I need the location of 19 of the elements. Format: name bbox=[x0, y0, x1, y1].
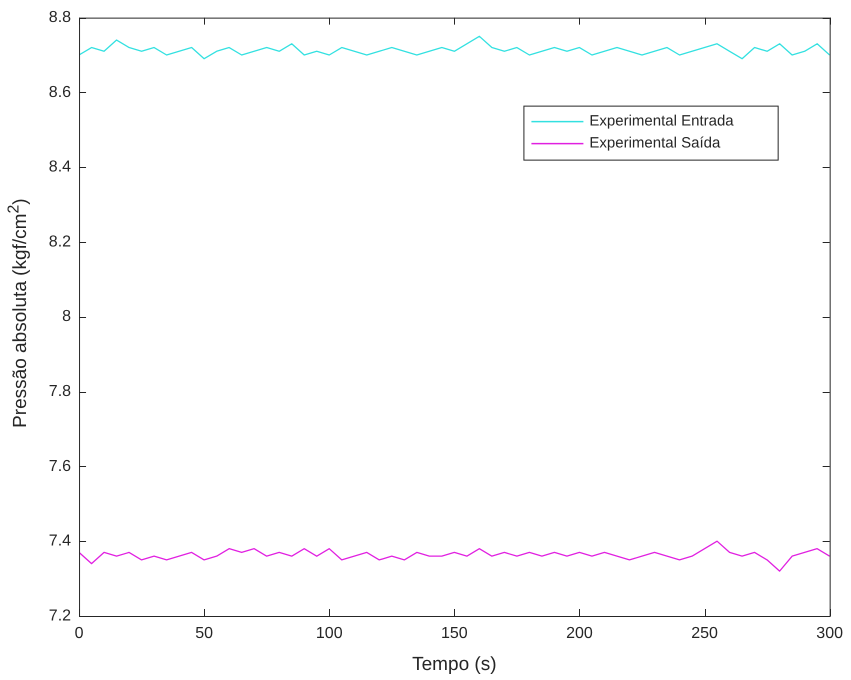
y-tick-label: 8.8 bbox=[48, 9, 72, 26]
x-tick-label: 0 bbox=[74, 625, 84, 642]
legend-label: Experimental Entrada bbox=[589, 112, 734, 130]
y-tick-label: 8.6 bbox=[48, 84, 72, 101]
y-tick-label: 7.4 bbox=[48, 532, 72, 550]
y-tick-label: 7.2 bbox=[48, 607, 72, 624]
x-tick-label: 100 bbox=[316, 625, 343, 642]
legend-label: Experimental Saída bbox=[589, 134, 721, 152]
y-tick-label: 8.2 bbox=[48, 233, 72, 250]
x-tick-label: 150 bbox=[440, 625, 468, 642]
y-tick-label: 7.6 bbox=[48, 458, 72, 475]
x-tick-label: 300 bbox=[816, 625, 844, 642]
x-axis-title: Tempo (s) bbox=[412, 654, 497, 675]
x-tick-label: 200 bbox=[566, 625, 593, 642]
y-tick-label: 8.4 bbox=[48, 158, 72, 176]
y-tick-label: 8 bbox=[62, 308, 72, 326]
x-tick-label: 50 bbox=[195, 625, 214, 642]
x-tick-label: 250 bbox=[691, 625, 718, 642]
y-tick-label: 7.8 bbox=[48, 383, 72, 400]
